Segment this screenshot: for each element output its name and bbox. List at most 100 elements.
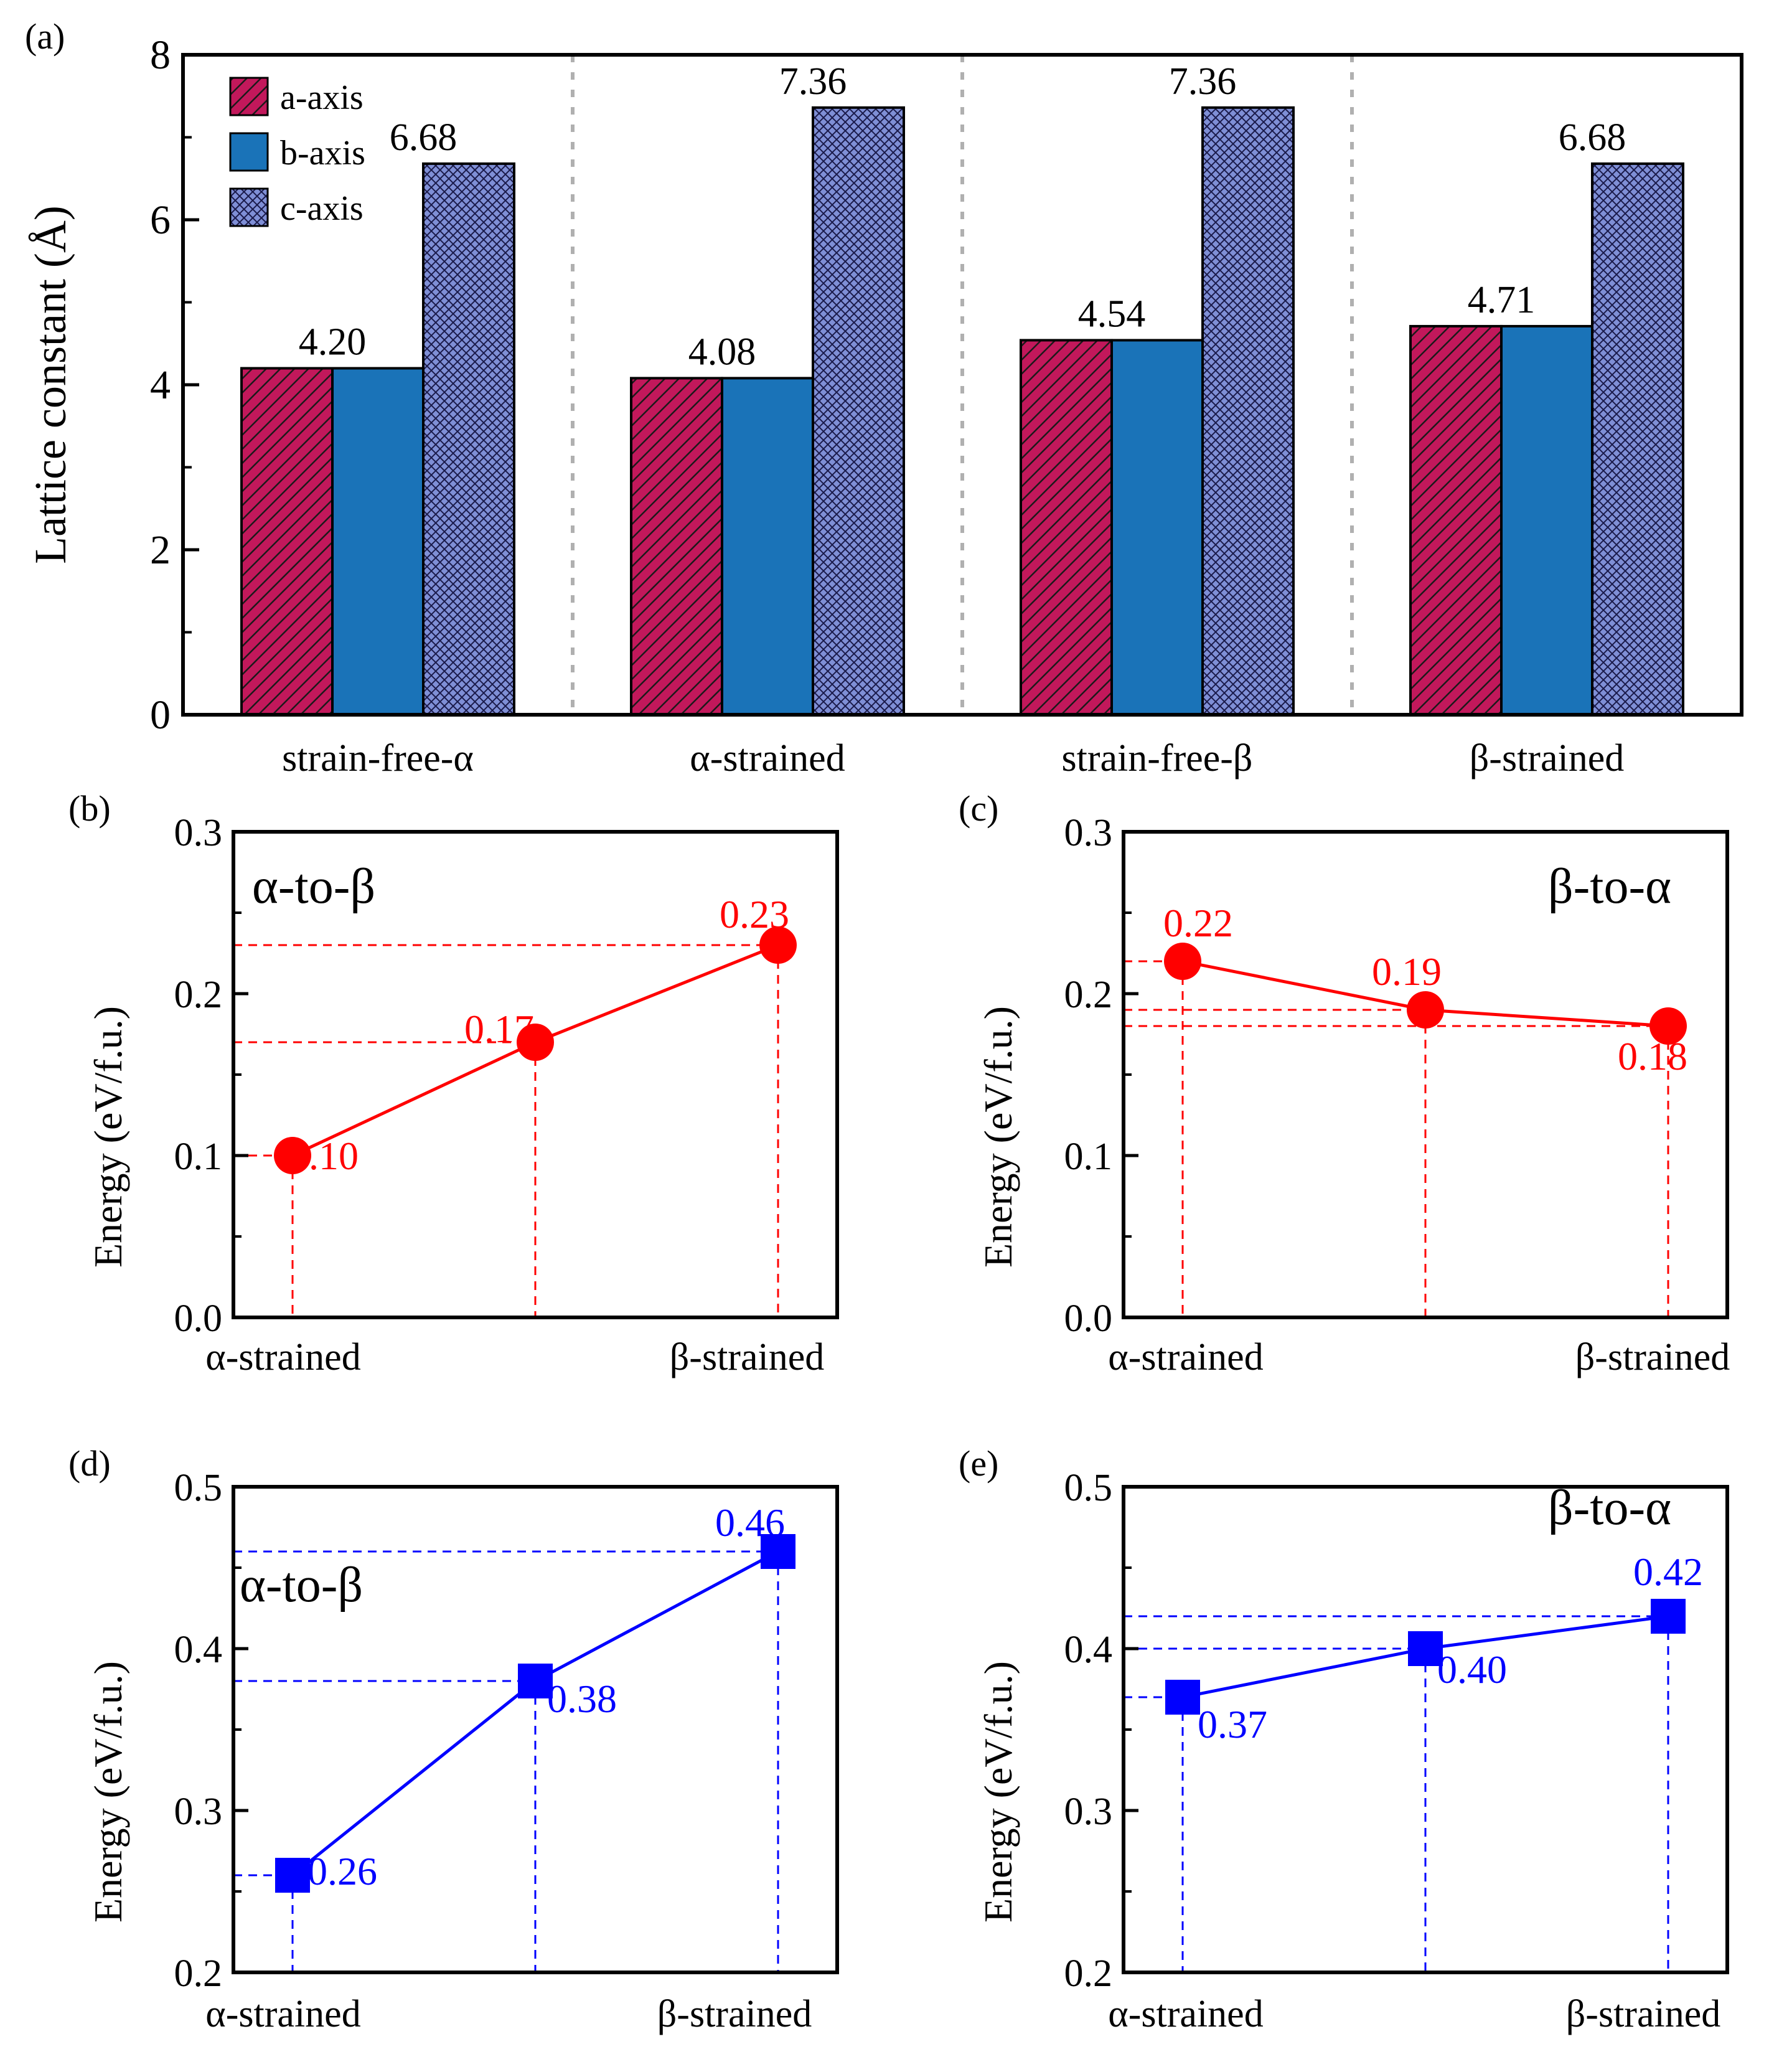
y-tick-label: 0.1 <box>174 1136 223 1178</box>
y-tick-label: 0.2 <box>1064 974 1113 1016</box>
category-label: strain-free-β <box>1062 737 1253 779</box>
bar-value-label: 4.08 <box>688 331 756 373</box>
y-tick-label: 0.3 <box>1064 812 1113 854</box>
y-axis-label-a: Lattice constant (Å) <box>26 205 75 564</box>
bar-value-label: 6.68 <box>390 116 458 159</box>
y-tick-label: 0.3 <box>174 812 223 854</box>
bar-value-label: 4.54 <box>1078 293 1146 335</box>
y-tick-label: 6 <box>150 197 171 243</box>
panel-b-annotation: α-to-β <box>252 859 375 914</box>
y-tick-label: 0.2 <box>174 1952 223 1995</box>
y-tick-label: 0.4 <box>1064 1629 1113 1671</box>
legend-a: a-axis b-axis c-axis <box>229 77 365 228</box>
y-tick-label: 0.2 <box>174 974 223 1016</box>
data-point <box>1165 1680 1200 1715</box>
category-label: α-strained <box>690 737 845 779</box>
point-value-label: 0.42 <box>1633 1550 1703 1594</box>
point-value-label: 0.23 <box>720 892 789 936</box>
bar-c-axis <box>812 106 905 717</box>
bar-value-label: 7.36 <box>779 60 847 103</box>
bar-b-axis <box>331 367 425 716</box>
y-tick-label: 0.5 <box>1064 1467 1113 1509</box>
y-tick-label: 0.3 <box>1064 1791 1113 1833</box>
panel-e: (e) Energy (eV/f.u.) β-to-α α-strained β… <box>959 1443 1729 2035</box>
point-value-label: 0.38 <box>547 1677 617 1721</box>
bar-c-axis <box>422 162 515 716</box>
legend-swatch-a-axis <box>229 77 269 116</box>
x-label-right-e: β-strained <box>1566 1993 1720 2035</box>
data-point <box>761 1534 795 1569</box>
x-label-left-d: α-strained <box>205 1993 360 2035</box>
y-axis-label-e: Energy (eV/f.u.) <box>976 1661 1020 1923</box>
panel-e-annotation: β-to-α <box>1548 1481 1671 1535</box>
panel-a-label: (a) <box>25 16 65 57</box>
panel-c: (c) Energy (eV/f.u.) β-to-α α-strained β… <box>959 788 1730 1378</box>
point-value-label: 0.22 <box>1163 901 1233 945</box>
point-value-label: 0.37 <box>1198 1702 1267 1746</box>
bar-b-axis <box>1110 339 1204 716</box>
y-tick-label: 0.0 <box>174 1297 223 1340</box>
bar-c-axis <box>1201 106 1295 717</box>
panel-c-annotation: β-to-α <box>1548 859 1671 914</box>
panel-a: (a) 4.20 6.68 4.08 7.36 4.54 7.36 4.71 6.68 0 2 4… <box>25 16 1743 779</box>
point-value-label: 0.19 <box>1372 949 1442 994</box>
y-tick-label: 0.4 <box>174 1629 223 1671</box>
bar-a-axis <box>1020 339 1113 716</box>
point-value-label: 0.18 <box>1618 1034 1687 1078</box>
y-axis-label-b: Energy (eV/f.u.) <box>86 1006 130 1268</box>
point-value-label: 0.17 <box>464 1007 534 1051</box>
bar-value-label: 7.36 <box>1169 60 1237 103</box>
data-point <box>274 1137 311 1174</box>
legend-label: a-axis <box>280 78 364 117</box>
panel-d-label: (d) <box>68 1443 111 1484</box>
panel-b: (b) Energy (eV/f.u.) α-to-β α-strained β… <box>68 788 839 1378</box>
x-label-right-d: β-strained <box>657 1993 812 2035</box>
category-label: β-strained <box>1470 737 1624 779</box>
x-label-right-b: β-strained <box>670 1336 824 1378</box>
data-point <box>1407 991 1444 1029</box>
y-tick-label: 8 <box>150 32 171 78</box>
data-point <box>517 1024 554 1061</box>
bar-value-label: 6.68 <box>1559 116 1626 159</box>
panel-c-label: (c) <box>959 788 998 829</box>
bars-group: 4.20 6.68 4.08 7.36 4.54 7.36 4.71 6.68 <box>240 60 1684 717</box>
category-label: strain-free-α <box>282 737 474 779</box>
y-tick-label: 0 <box>150 692 171 738</box>
bar-a-axis <box>630 377 723 716</box>
y-tick-label: 0.5 <box>174 1467 223 1509</box>
legend-swatch-b-axis <box>229 132 269 172</box>
data-point <box>1649 1007 1687 1045</box>
bar-value-label: 4.20 <box>299 321 367 364</box>
bar-c-axis <box>1591 162 1684 716</box>
y-tick-label: 4 <box>150 362 171 408</box>
bar-a-axis <box>240 367 334 716</box>
y-tick-label: 0.0 <box>1064 1297 1113 1340</box>
legend-label: b-axis <box>280 134 365 172</box>
y-axis-label-d: Energy (eV/f.u.) <box>86 1661 130 1923</box>
y-tick-label: 2 <box>150 527 171 573</box>
data-point <box>518 1664 553 1698</box>
y-tick-label: 0.2 <box>1064 1952 1113 1995</box>
legend-swatch-c-axis <box>229 187 269 227</box>
bar-a-axis <box>1409 324 1503 716</box>
bar-b-axis <box>1500 324 1593 716</box>
bar-value-label: 4.71 <box>1468 279 1536 321</box>
bar-b-axis <box>721 377 814 716</box>
data-point <box>1164 943 1201 980</box>
y-tick-label: 0.3 <box>174 1791 223 1833</box>
x-axis-labels-a: strain-free-α α-strained strain-free-β β… <box>282 737 1624 779</box>
y-tick-label: 0.1 <box>1064 1136 1113 1178</box>
data-point <box>1408 1631 1443 1666</box>
panel-a-dividers <box>571 55 1354 715</box>
panel-d-annotation: α-to-β <box>240 1558 363 1613</box>
x-label-left-e: α-strained <box>1108 1993 1263 2035</box>
panel-d: (d) Energy (eV/f.u.) α-to-β α-strained β… <box>68 1443 839 2035</box>
point-value-label: 0.46 <box>715 1500 785 1545</box>
panel-b-label: (b) <box>68 788 111 829</box>
point-value-label: 0.10 <box>289 1134 359 1178</box>
panel-e-label: (e) <box>959 1443 998 1484</box>
point-value-label: 0.40 <box>1437 1647 1507 1692</box>
x-label-right-c: β-strained <box>1575 1336 1730 1378</box>
y-axis-a: 0 2 4 6 8 <box>150 32 199 738</box>
